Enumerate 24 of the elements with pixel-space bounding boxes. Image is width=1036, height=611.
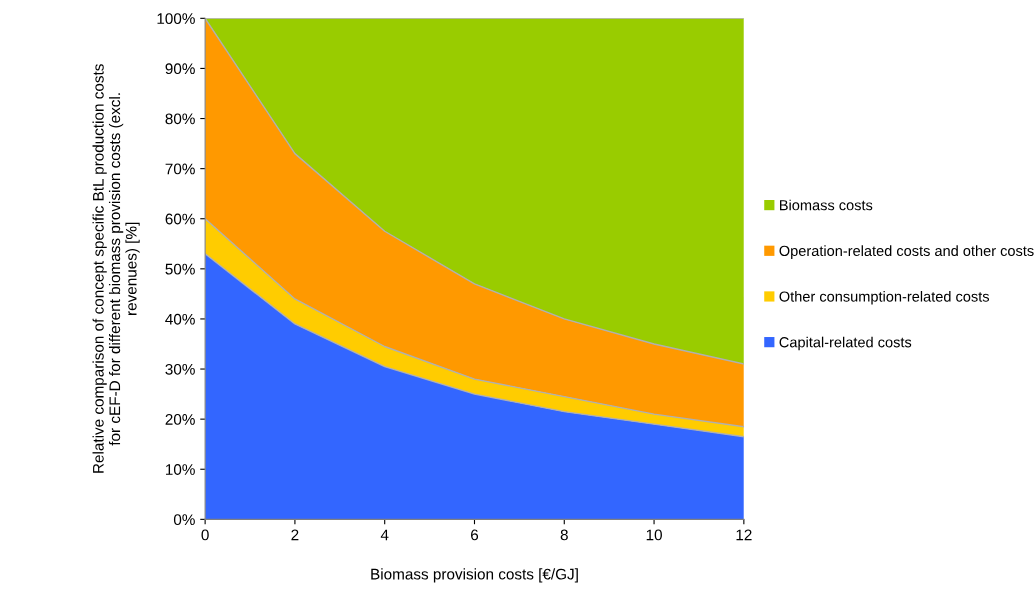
y-tick-label: 70% (165, 163, 195, 175)
legend-label: Capital-related costs (779, 336, 912, 351)
y-tick-label: 10% (165, 464, 195, 475)
x-tick-label: 12 (736, 529, 752, 541)
legend-label: Operation-related costs and other costs (779, 245, 1034, 259)
y-tick-label: 30% (165, 363, 195, 375)
y-tick-label: 60% (165, 213, 195, 225)
y-tick-label: 50% (165, 263, 195, 275)
y-tick-label: 40% (165, 313, 195, 325)
x-tick-label: 4 (380, 529, 389, 541)
x-tick-label: 8 (560, 529, 568, 541)
y-tick-label: 20% (165, 414, 195, 425)
x-axis-title: Biomass provision costs [€/GJ] (371, 568, 578, 583)
y-tick-label: 100% (157, 13, 195, 25)
legend-label: Other consumption-related costs (779, 290, 990, 305)
legend-label: Biomass costs (780, 199, 873, 211)
y-axis-title: Relative comparison of concept specific BtL production costs for cEF-D for different biomass provision costs (excl. revenues) [%] (92, 64, 140, 473)
x-tick-label: 0 (201, 529, 209, 541)
y-tick-label: 80% (165, 113, 195, 125)
y-tick-label: 90% (165, 63, 195, 75)
y-tick-label: 0% (173, 514, 195, 526)
x-tick-label: 10 (646, 529, 662, 541)
x-tick-label: 6 (471, 529, 479, 541)
x-tick-label: 2 (291, 529, 299, 541)
